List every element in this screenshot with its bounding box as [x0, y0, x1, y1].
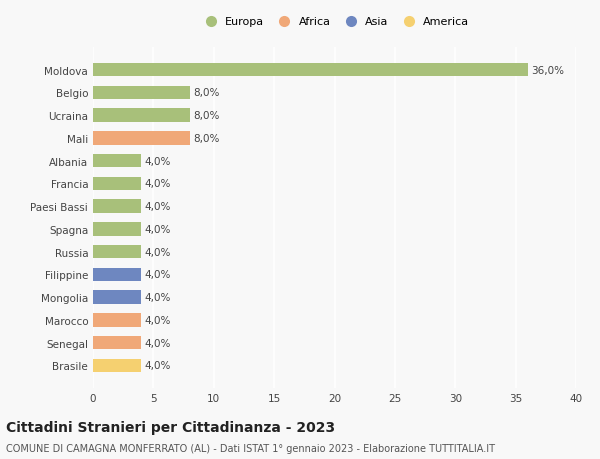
Bar: [93, 245, 142, 259]
Bar: [93, 109, 190, 123]
Text: 4,0%: 4,0%: [145, 156, 171, 166]
Bar: [93, 177, 142, 191]
Bar: [93, 359, 142, 372]
Text: 36,0%: 36,0%: [532, 66, 565, 75]
Legend: Europa, Africa, Asia, America: Europa, Africa, Asia, America: [195, 13, 474, 32]
Text: 4,0%: 4,0%: [145, 338, 171, 348]
Bar: [93, 313, 142, 327]
Bar: [93, 291, 142, 304]
Text: 4,0%: 4,0%: [145, 224, 171, 235]
Text: Cittadini Stranieri per Cittadinanza - 2023: Cittadini Stranieri per Cittadinanza - 2…: [6, 420, 335, 434]
Text: 4,0%: 4,0%: [145, 361, 171, 370]
Text: 8,0%: 8,0%: [193, 134, 220, 144]
Text: 4,0%: 4,0%: [145, 315, 171, 325]
Text: 8,0%: 8,0%: [193, 88, 220, 98]
Bar: [93, 268, 142, 282]
Text: 4,0%: 4,0%: [145, 202, 171, 212]
Bar: [93, 200, 142, 213]
Bar: [93, 132, 190, 146]
Bar: [93, 86, 190, 100]
Bar: [93, 336, 142, 350]
Bar: [93, 223, 142, 236]
Text: 4,0%: 4,0%: [145, 292, 171, 302]
Text: 4,0%: 4,0%: [145, 179, 171, 189]
Text: COMUNE DI CAMAGNA MONFERRATO (AL) - Dati ISTAT 1° gennaio 2023 - Elaborazione TU: COMUNE DI CAMAGNA MONFERRATO (AL) - Dati…: [6, 443, 495, 453]
Bar: [93, 64, 528, 77]
Text: 8,0%: 8,0%: [193, 111, 220, 121]
Text: 4,0%: 4,0%: [145, 247, 171, 257]
Text: 4,0%: 4,0%: [145, 270, 171, 280]
Bar: [93, 154, 142, 168]
